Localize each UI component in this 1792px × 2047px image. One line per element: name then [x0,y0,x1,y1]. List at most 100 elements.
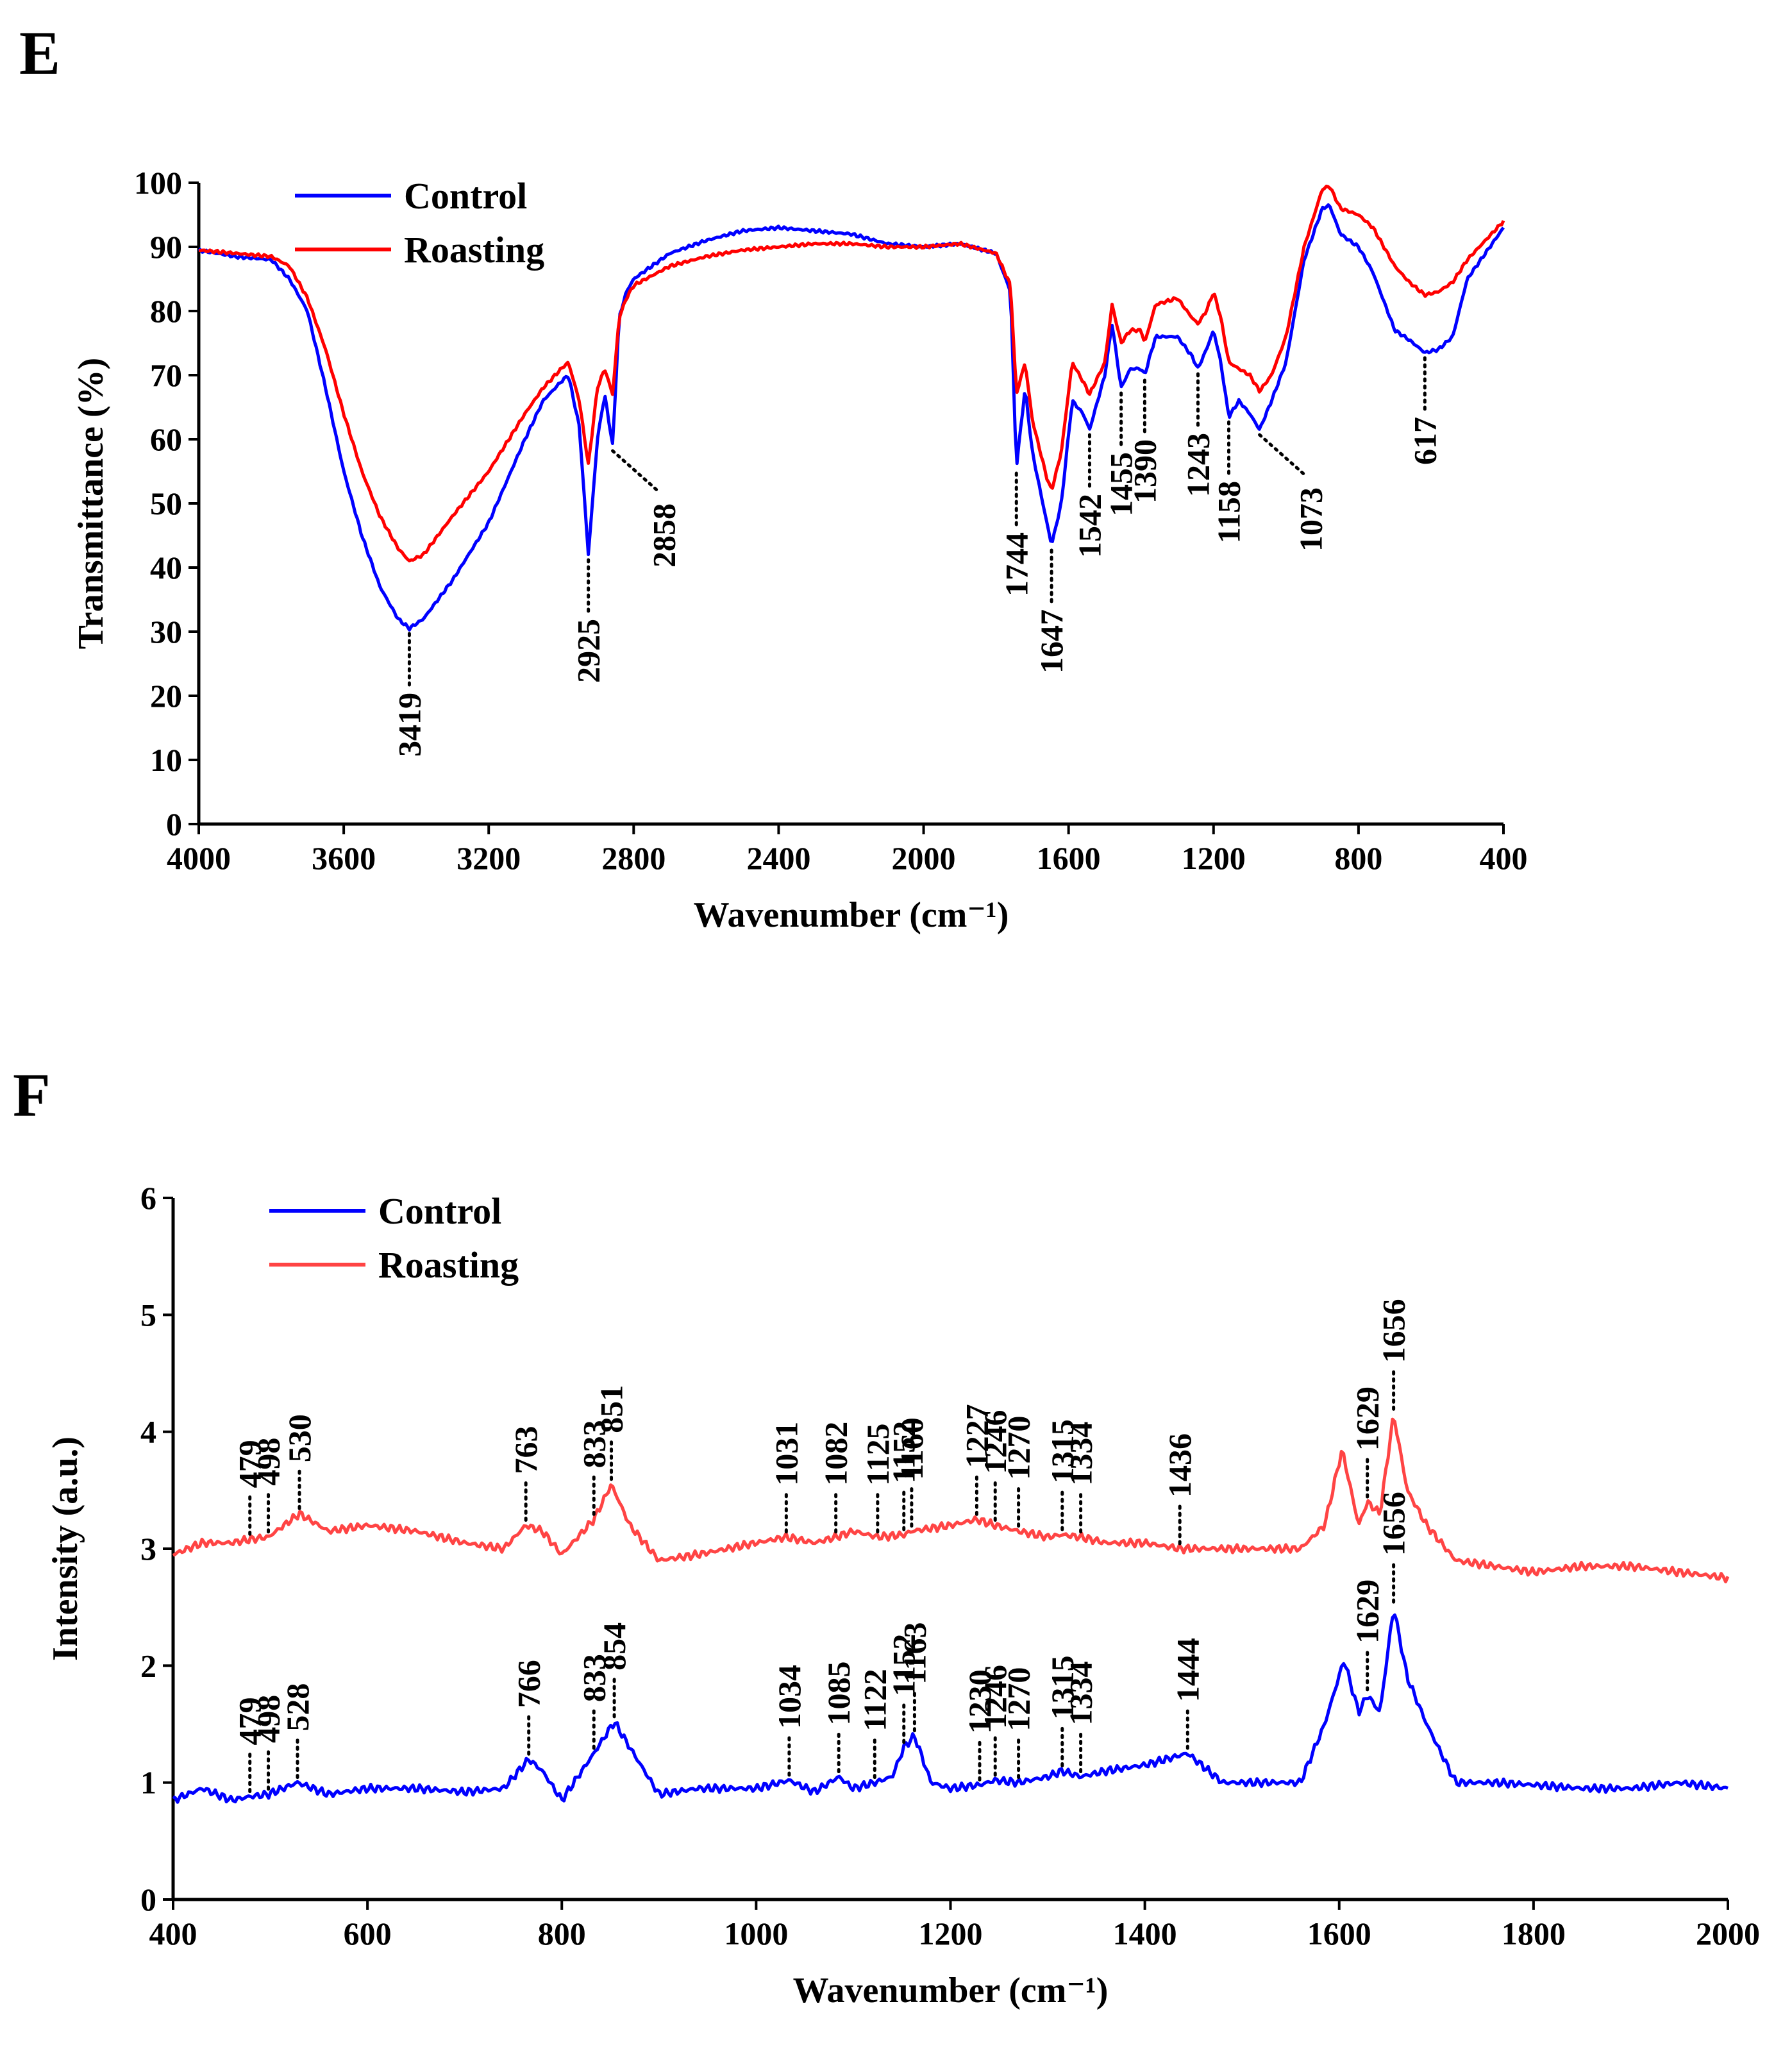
y-tick-label: 70 [150,357,182,393]
peak-label-control: 1444 [1169,1638,1205,1702]
peak-label: 1073 [1293,487,1329,552]
peak-label-roasting: 1246 [977,1410,1013,1474]
peak-label: 1158 [1211,481,1247,543]
x-tick-label: 2800 [601,840,666,876]
x-tick-label: 400 [149,1916,197,1951]
y-tick-label: 60 [150,421,182,457]
panel-letter-e: E [19,19,60,87]
peak-label-roasting: 1152 [886,1421,922,1483]
y-tick-label: 0 [140,1882,156,1917]
x-tick-label: 1200 [1182,840,1246,876]
x-tick-label: 2400 [746,840,810,876]
series-line-roasting [172,1417,1730,1583]
peak-label-control: 1122 [857,1669,892,1731]
y-tick-label: 1 [140,1765,156,1801]
peak-label-control: 1629 [1350,1579,1386,1644]
x-tick-label: 4000 [167,840,231,876]
peak-label-roasting: 1334 [1063,1422,1099,1486]
x-tick-label: 1200 [919,1916,983,1951]
x-tick-label: 1800 [1502,1916,1566,1951]
peak-label-roasting: 1125 [860,1424,896,1486]
y-axis-title: Transmittance (%) [71,358,111,650]
peak-label-roasting: 851 [594,1385,630,1433]
peak-label-control: 1152 [886,1634,922,1696]
x-tick-label: 1600 [1037,840,1101,876]
peak-label: 1455 [1103,452,1139,516]
peak-label: 2925 [571,619,607,683]
peak-label-roasting: 1436 [1162,1433,1198,1497]
peak-label-roasting: 479 [232,1440,268,1488]
peak-label-control: 1334 [1063,1662,1099,1726]
y-tick-label: 3 [140,1531,156,1567]
peak-label: 1744 [998,532,1034,596]
y-tick-label: 4 [140,1414,156,1450]
x-tick-label: 3200 [456,840,521,876]
peak-label-roasting: 530 [281,1414,317,1462]
panel-f-raman-chart: 0 1 2 3 4 5 6 400 600 800 1000 1200 1400 1600 1800 2000… [46,1180,1760,2010]
peak-label-control: 479 [232,1697,268,1746]
x-tick-label: 600 [344,1916,392,1951]
peak-leader-line [1258,433,1307,476]
peak-label: 1243 [1180,433,1216,497]
peak-label-control: 1085 [821,1662,857,1726]
peak-label-roasting: 1227 [959,1404,994,1468]
x-tick-label: 3600 [312,840,376,876]
legend-label-control: Control [378,1190,501,1232]
legend-label-roasting: Roasting [404,229,544,271]
y-tick-label: 40 [150,550,182,585]
x-axis-title: Wavenumber (cm⁻¹) [793,1971,1109,2010]
x-tick-label: 1000 [724,1916,788,1951]
y-tick-label: 2 [140,1647,156,1683]
x-tick-label: 2000 [1696,1916,1760,1951]
peak-leader-line [611,449,660,493]
y-tick-label: 10 [150,742,182,778]
peak-label-roasting: 833 [576,1420,612,1468]
legend-label-roasting: Roasting [378,1244,519,1286]
series-line-roasting [198,184,1505,562]
x-tick-label: 2000 [892,840,956,876]
peak-label-control: 833 [576,1654,612,1702]
peak-label-control: 1246 [977,1665,1013,1729]
peak-label: 1390 [1126,439,1162,503]
x-axis-title: Wavenumber (cm⁻¹) [694,895,1009,935]
series-line-control [197,203,1505,632]
peak-label: 1647 [1034,609,1069,673]
x-tick-label: 1400 [1113,1916,1177,1951]
y-tick-label: 5 [140,1297,156,1333]
peak-label-control: 1034 [771,1665,807,1729]
x-tick-label: 800 [538,1916,586,1951]
series-line-control [172,1613,1729,1804]
y-tick-label: 30 [150,614,182,650]
y-tick-label: 80 [150,293,182,329]
peak-label: 617 [1407,417,1443,465]
peak-label-roasting: 1315 [1044,1419,1080,1483]
peak-label-control: 854 [596,1622,632,1671]
y-tick-label: 90 [150,229,182,265]
peak-label-control: 1270 [1001,1667,1037,1731]
y-tick-label: 20 [150,678,182,714]
y-axis-title: Intensity (a.u.) [46,1436,85,1661]
panel-letter-f: F [13,1061,51,1129]
peak-label-roasting: 1629 [1350,1386,1386,1451]
peak-label-control: 1315 [1044,1655,1080,1719]
legend-label-control: Control [404,175,527,217]
peak-label-control: 528 [280,1683,315,1731]
peak-label-roasting: 498 [251,1438,287,1486]
x-tick-label: 1600 [1307,1916,1371,1951]
peak-label: 2858 [646,503,682,568]
y-tick-label: 100 [134,165,182,201]
y-tick-label: 6 [140,1180,156,1216]
y-tick-label: 50 [150,485,182,521]
peak-label-control: 1163 [896,1622,932,1684]
x-tick-label: 400 [1480,840,1528,876]
peak-label-control: 1656 [1376,1492,1412,1556]
peak-label: 1542 [1071,494,1107,558]
peak-label-roasting: 1082 [818,1422,854,1486]
peak-label-control: 766 [511,1660,547,1708]
peak-label-roasting: 1270 [1001,1416,1037,1480]
peak-label: 3419 [391,693,427,757]
peak-label-roasting: 1656 [1376,1299,1412,1363]
peak-label-control: 498 [251,1695,287,1743]
y-tick-label: 0 [166,806,182,842]
